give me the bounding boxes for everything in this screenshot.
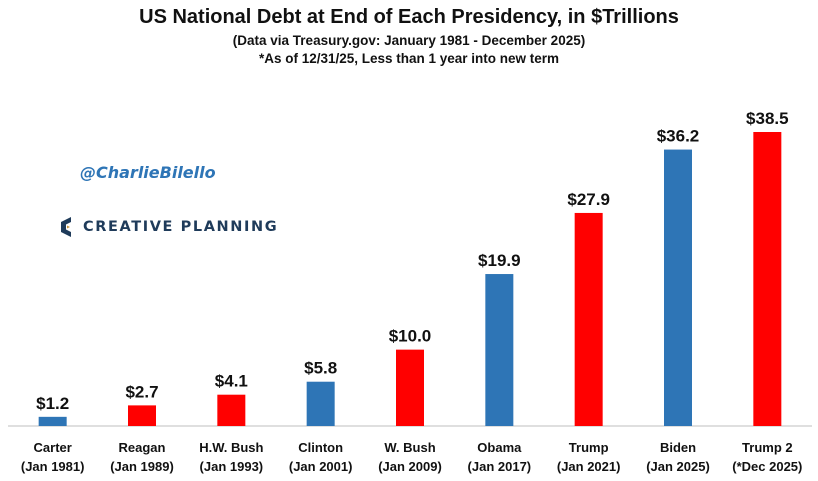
- category-label-5-line-0: Obama: [477, 440, 522, 455]
- bar-1: [128, 405, 156, 426]
- category-label-4-line-0: W. Bush: [384, 440, 435, 455]
- bar-value-label-6: $27.9: [567, 190, 610, 209]
- bar-value-label-0: $1.2: [36, 394, 69, 413]
- category-label-7-line-1: (Jan 2025): [646, 459, 710, 474]
- category-label-4-line-1: (Jan 2009): [378, 459, 442, 474]
- category-label-3-line-1: (Jan 2001): [289, 459, 353, 474]
- bar-8: [753, 132, 782, 426]
- category-label-6-line-1: (Jan 2021): [557, 459, 621, 474]
- bar-7: [664, 149, 692, 426]
- bar-value-label-3: $5.8: [304, 359, 337, 378]
- category-label-2-line-1: (Jan 1993): [200, 459, 264, 474]
- bar-value-label-2: $4.1: [215, 372, 248, 391]
- category-label-6-line-0: Trump: [569, 440, 609, 455]
- category-label-2-line-0: H.W. Bush: [199, 440, 263, 455]
- bar-value-label-5: $19.9: [478, 251, 521, 270]
- creative-planning-logo-icon: [61, 217, 71, 237]
- bar-value-label-8: $38.5: [746, 109, 789, 128]
- category-label-8-line-0: Trump 2: [742, 440, 793, 455]
- category-label-0-line-0: Carter: [34, 440, 72, 455]
- category-label-0-line-1: (Jan 1981): [21, 459, 85, 474]
- category-label-3-line-0: Clinton: [298, 440, 343, 455]
- author-handle: @CharlieBilello: [80, 163, 216, 182]
- category-label-1-line-0: Reagan: [119, 440, 166, 455]
- bar-0: [38, 416, 67, 426]
- category-label-8-line-1: (*Dec 2025): [732, 459, 802, 474]
- bar-3: [306, 381, 335, 426]
- bar-value-label-4: $10.0: [389, 327, 432, 346]
- chart-title: US National Debt at End of Each Presiden…: [139, 6, 679, 28]
- chart-subtitle-note: *As of 12/31/25, Less than 1 year into n…: [258, 51, 560, 66]
- bar-value-label-1: $2.7: [125, 382, 158, 401]
- category-label-1-line-1: (Jan 1989): [110, 459, 174, 474]
- bar-4: [396, 349, 424, 426]
- brand-name: CREATIVE PLANNING: [83, 219, 279, 235]
- category-label-5-line-1: (Jan 2017): [468, 459, 532, 474]
- bar-2: [217, 394, 246, 426]
- bar-value-label-7: $36.2: [657, 127, 700, 146]
- brand-logo: CREATIVE PLANNING: [57, 215, 278, 239]
- bar-5: [485, 274, 514, 426]
- category-label-7-line-0: Biden: [660, 440, 696, 455]
- bar-6: [574, 212, 603, 426]
- chart-subtitle-source: (Data via Treasury.gov: January 1981 - D…: [232, 33, 586, 48]
